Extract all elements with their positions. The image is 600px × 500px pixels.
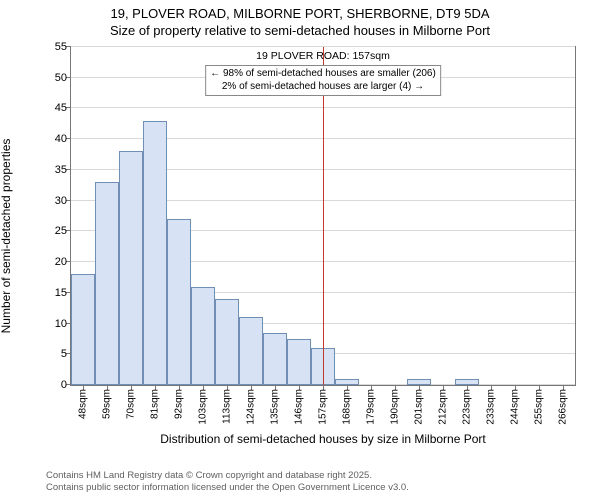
attribution-footer: Contains HM Land Registry data © Crown c… (46, 470, 409, 494)
x-tick-label: 135sqm (270, 389, 281, 425)
x-tick-label: 70sqm (126, 389, 137, 419)
reference-line (323, 47, 324, 385)
y-tick-label: 50 (55, 72, 67, 84)
y-tick-label: 10 (55, 318, 67, 330)
x-axis-label: Distribution of semi-detached houses by … (70, 432, 576, 446)
plot-area: 051015202530354045505548sqm59sqm70sqm81s… (70, 46, 576, 386)
histogram-bar (239, 317, 263, 385)
x-tick-label: 168sqm (342, 389, 353, 425)
x-tick-label: 223sqm (462, 389, 473, 425)
y-tick-label: 20 (55, 256, 67, 268)
histogram-bar (119, 151, 143, 385)
x-tick-label: 59sqm (102, 389, 113, 419)
x-tick-label: 113sqm (222, 389, 233, 424)
x-tick-label: 92sqm (174, 389, 185, 419)
histogram-chart: Number of semi-detached properties 05101… (46, 46, 576, 426)
title-line-2: Size of property relative to semi-detach… (0, 23, 600, 40)
histogram-bar (167, 219, 191, 385)
x-tick-label: 190sqm (390, 389, 401, 425)
y-tick-label: 30 (55, 195, 67, 207)
x-tick-label: 255sqm (534, 389, 545, 425)
x-tick-label: 233sqm (486, 389, 497, 425)
histogram-bar (263, 333, 287, 385)
annotation-line-2: 2% of semi-detached houses are larger (4… (210, 81, 436, 94)
x-tick-label: 157sqm (318, 389, 329, 425)
y-tick-label: 40 (55, 133, 67, 145)
x-tick-label: 124sqm (246, 389, 257, 425)
x-tick-label: 146sqm (294, 389, 305, 425)
y-tick-label: 25 (55, 225, 67, 237)
annotation-box: ← 98% of semi-detached houses are smalle… (205, 65, 441, 96)
histogram-bar (191, 287, 215, 385)
histogram-bar (71, 274, 95, 385)
y-axis-label: Number of semi-detached properties (0, 139, 13, 334)
y-tick-label: 45 (55, 102, 67, 114)
x-tick-label: 81sqm (150, 389, 161, 419)
histogram-bar (287, 339, 311, 385)
x-tick-label: 103sqm (198, 389, 209, 425)
y-tick-label: 35 (55, 164, 67, 176)
x-tick-label: 48sqm (78, 389, 89, 419)
annotation-line-1: ← 98% of semi-detached houses are smalle… (210, 68, 436, 81)
histogram-bar (143, 121, 167, 385)
y-tick-label: 15 (55, 287, 67, 299)
footer-line-2: Contains public sector information licen… (46, 482, 409, 494)
annotation-title: 19 PLOVER ROAD: 157sqm (256, 50, 390, 62)
x-tick-label: 212sqm (438, 389, 449, 425)
y-tick-label: 5 (61, 348, 67, 360)
x-tick-label: 179sqm (366, 389, 377, 425)
x-tick-label: 201sqm (414, 389, 425, 425)
y-tick-label: 55 (55, 41, 67, 53)
y-tick-label: 0 (61, 379, 67, 391)
histogram-bar (95, 182, 119, 385)
chart-title-block: 19, PLOVER ROAD, MILBORNE PORT, SHERBORN… (0, 0, 600, 40)
x-tick-label: 244sqm (510, 389, 521, 425)
footer-line-1: Contains HM Land Registry data © Crown c… (46, 470, 409, 482)
title-line-1: 19, PLOVER ROAD, MILBORNE PORT, SHERBORN… (0, 6, 600, 23)
x-tick-label: 266sqm (558, 389, 569, 425)
histogram-bar (215, 299, 239, 385)
